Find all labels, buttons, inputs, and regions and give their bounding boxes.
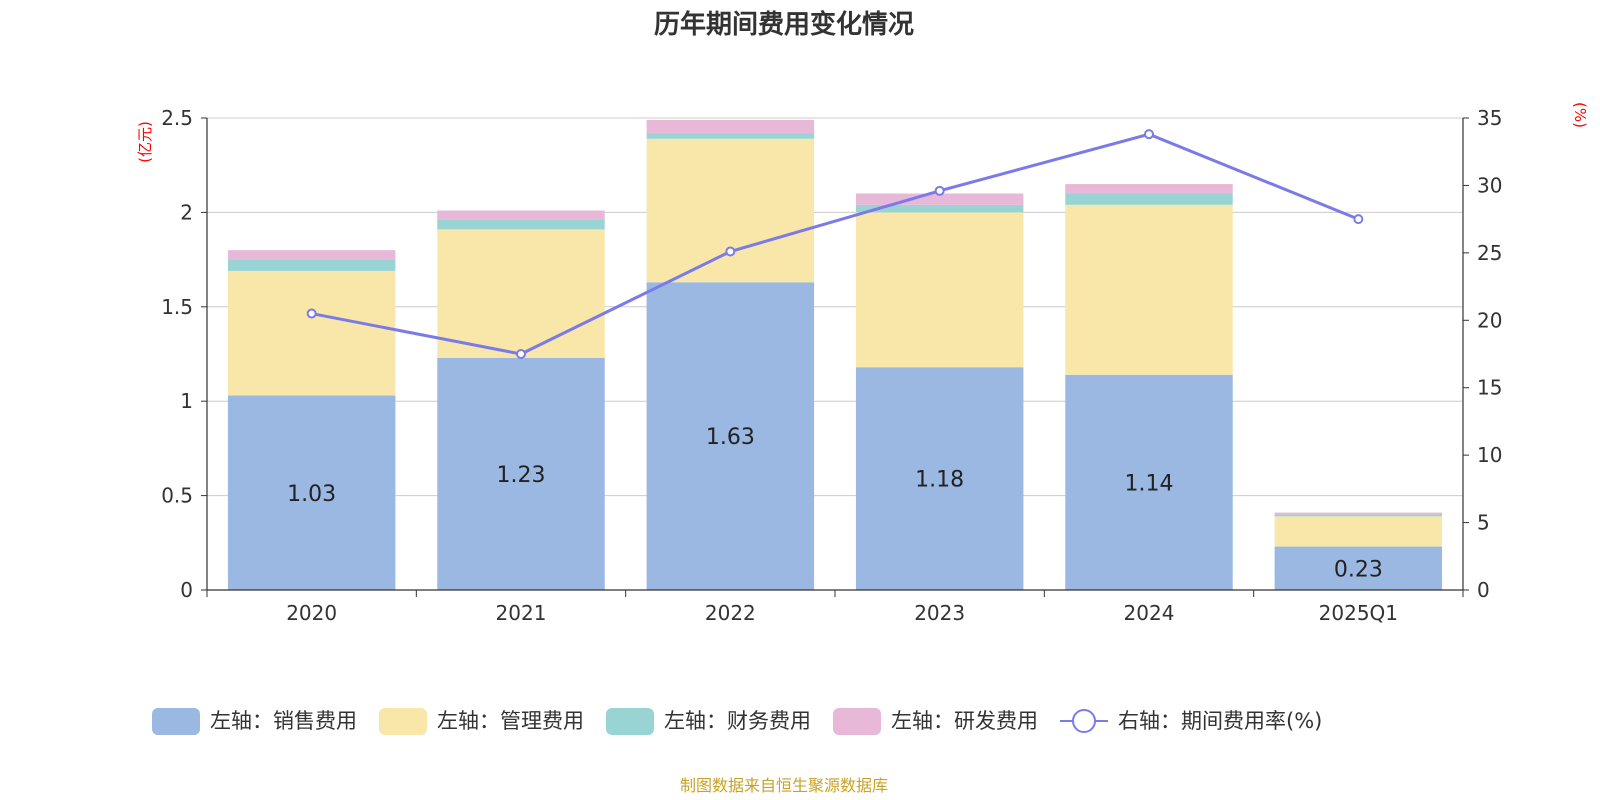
rate-point xyxy=(1353,214,1364,225)
bar-segment xyxy=(437,357,605,590)
bar-value-label: 1.14 xyxy=(1125,471,1174,496)
right-axis-unit: (%) xyxy=(1571,102,1589,128)
chart-title: 历年期间费用变化情况 xyxy=(654,9,914,40)
bar-segment xyxy=(1274,514,1443,517)
bar-segment xyxy=(855,367,1024,590)
bar-segment xyxy=(1065,193,1233,205)
legend: 左轴：销售费用 左轴：管理费用 左轴：财务费用 左轴：研发费用 右轴：期间费用率(%) xyxy=(152,708,1322,735)
bar-segment xyxy=(855,193,1024,205)
bar-segment xyxy=(1274,512,1443,515)
bar-value-label: 1.18 xyxy=(915,468,964,493)
legend-swatch xyxy=(833,708,881,735)
left-axis-unit: (亿元) xyxy=(136,121,154,163)
x-tick-label: 2021 xyxy=(496,601,547,625)
right-tick-label: 25 xyxy=(1477,241,1502,265)
left-tick-label: 2 xyxy=(180,200,193,224)
axes: 0 0.5 1 1.5 2 2.5 0 5 10 15 20 25 30 35 2020 2021 2022 20… xyxy=(161,106,1502,625)
bar-segment xyxy=(227,259,396,271)
legend-swatch xyxy=(606,708,654,735)
rate-point xyxy=(306,308,317,319)
rate-point xyxy=(1144,129,1154,140)
right-tick-label: 35 xyxy=(1477,106,1502,130)
bar-value-label: 0.23 xyxy=(1334,557,1383,582)
x-tick-label: 2023 xyxy=(914,601,965,625)
source-note: 制图数据来自恒生聚源数据库 xyxy=(680,776,888,795)
bars xyxy=(227,119,1443,590)
data-labels: 1.03 1.23 1.63 1.18 1.14 0.23 xyxy=(287,425,1383,582)
bar-segment xyxy=(646,133,815,139)
legend-label: 左轴：管理费用 xyxy=(437,709,584,733)
bar-segment xyxy=(1274,546,1443,590)
bar-segment xyxy=(437,229,605,358)
rate-point xyxy=(934,185,945,196)
rate-point xyxy=(725,246,736,257)
right-tick-label: 15 xyxy=(1477,376,1502,400)
legend-swatch xyxy=(379,708,427,735)
gridlines xyxy=(207,117,1463,497)
right-tick-label: 0 xyxy=(1477,578,1490,602)
left-tick-label: 0.5 xyxy=(161,484,193,508)
bar-segment xyxy=(646,282,815,590)
right-tick-label: 10 xyxy=(1477,443,1502,467)
x-tick-label: 2022 xyxy=(705,601,756,625)
left-tick-label: 2.5 xyxy=(161,106,193,130)
bar-segment xyxy=(227,395,396,590)
legend-label: 右轴：期间费用率(%) xyxy=(1118,709,1322,733)
bar-segment xyxy=(437,210,605,220)
bar-segment xyxy=(1065,184,1233,194)
bar-segment xyxy=(1274,516,1443,547)
left-tick-label: 1.5 xyxy=(161,295,193,319)
bar-value-label: 1.23 xyxy=(497,463,546,488)
bar-segment xyxy=(227,270,396,396)
rate-line xyxy=(306,129,1364,359)
bar-segment xyxy=(437,219,605,230)
legend-marker xyxy=(1072,709,1096,733)
right-tick-label: 20 xyxy=(1477,308,1502,332)
bar-segment xyxy=(227,250,396,260)
bar-segment xyxy=(646,119,815,134)
bar-segment xyxy=(855,204,1024,213)
legend-swatch xyxy=(152,708,200,735)
legend-label: 左轴：财务费用 xyxy=(664,709,811,733)
x-tick-label: 2025Q1 xyxy=(1319,601,1398,625)
bar-value-label: 1.03 xyxy=(287,482,336,507)
right-tick-label: 30 xyxy=(1477,173,1502,197)
left-tick-label: 1 xyxy=(180,389,193,413)
bar-segment xyxy=(1065,204,1233,375)
rate-point xyxy=(516,349,526,359)
bar-segment xyxy=(1065,374,1233,590)
legend-label: 左轴：研发费用 xyxy=(891,709,1038,733)
left-tick-label: 0 xyxy=(180,578,193,602)
bar-segment xyxy=(646,138,815,283)
bar-value-label: 1.63 xyxy=(706,425,755,450)
x-tick-label: 2020 xyxy=(286,601,337,625)
rate-line-path xyxy=(311,132,1359,356)
right-tick-label: 5 xyxy=(1477,511,1490,535)
bar-segment xyxy=(855,212,1024,368)
legend-label: 左轴：销售费用 xyxy=(210,709,357,733)
x-tick-label: 2024 xyxy=(1124,601,1175,625)
